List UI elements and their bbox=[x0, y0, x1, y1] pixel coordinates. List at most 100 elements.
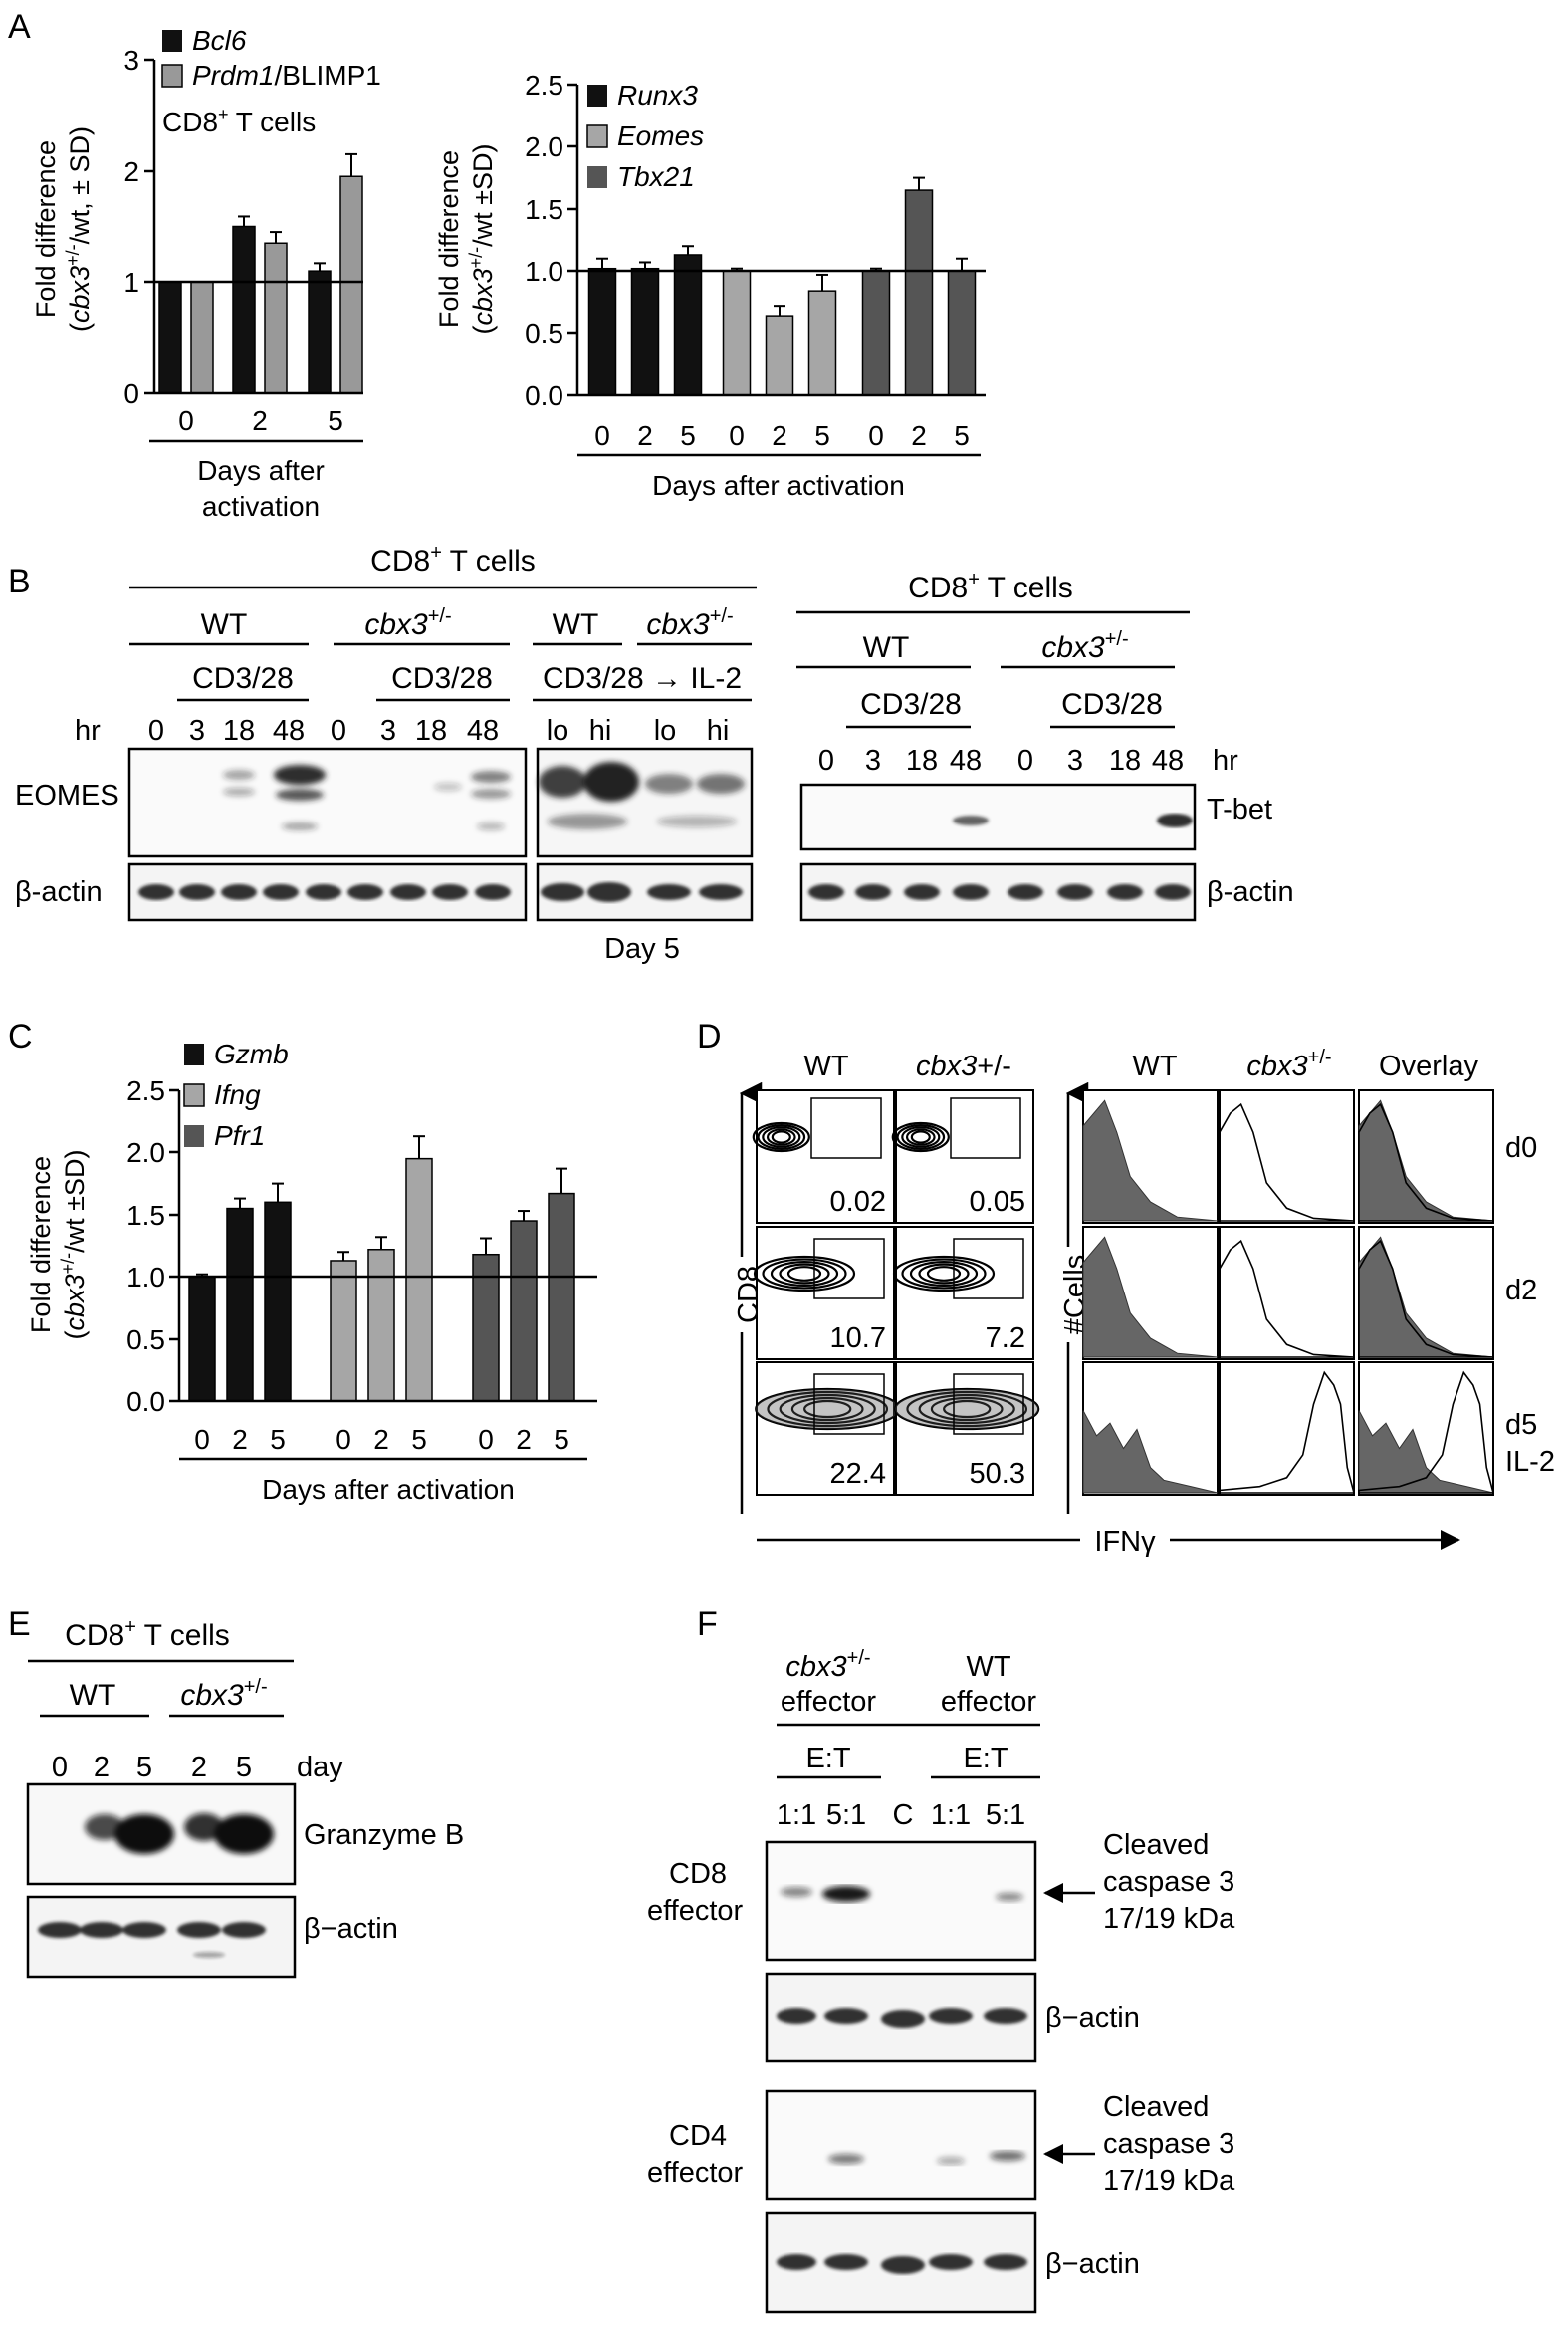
d-day-5-il2: IL-2 bbox=[1505, 1446, 1555, 1478]
bar-gzmb-5 bbox=[264, 1201, 292, 1402]
bar-ifng-5 bbox=[405, 1157, 433, 1402]
bar-eomes-0 bbox=[722, 270, 752, 396]
flow-plot-wt-d0: 0.02 bbox=[752, 1089, 895, 1224]
blot-cd8-caspase bbox=[765, 1840, 1037, 1962]
e-granzyme-label: Granzyme B bbox=[304, 1819, 464, 1851]
ylabel-a-left-line2: (cbx3+/-/wt, ± SD) bbox=[63, 126, 95, 332]
panel-letter-b: B bbox=[8, 563, 31, 600]
b-ko-label-2: cbx3+/- bbox=[646, 605, 733, 641]
bar-eomes-2 bbox=[765, 315, 794, 396]
histogram-wt-d0 bbox=[1082, 1089, 1219, 1224]
panel-letter-f: F bbox=[697, 1605, 718, 1643]
f-cleaved-2a: caspase 3 bbox=[1103, 1866, 1234, 1898]
flow-percentage: 7.2 bbox=[986, 1322, 1025, 1354]
bands-actin-left bbox=[138, 884, 511, 900]
legend-swatch-prdm1 bbox=[161, 64, 183, 88]
e-day: 2 bbox=[94, 1752, 110, 1783]
b-il2-line: CD3/28 → IL-2 bbox=[543, 662, 742, 695]
histogram-overlay-d0 bbox=[1358, 1089, 1494, 1224]
flow-gate bbox=[953, 1373, 1024, 1435]
d-ko-label: cbx3+/- bbox=[916, 1051, 1011, 1082]
bands-actin-right bbox=[808, 884, 1191, 900]
b-hour-wt: 3 bbox=[189, 715, 205, 747]
flow-gate bbox=[810, 1097, 882, 1159]
b-hour-ko: 48 bbox=[467, 715, 499, 747]
bar-bcl6-0 bbox=[158, 281, 182, 394]
bar-ifng-2 bbox=[367, 1248, 395, 1402]
bands-granzyme bbox=[85, 1813, 274, 1854]
b-hour-ko: 18 bbox=[415, 715, 447, 747]
e-wt-label: WT bbox=[70, 1679, 116, 1712]
e-actin-label: β−actin bbox=[304, 1913, 398, 1945]
bar-pfr1-0 bbox=[472, 1253, 500, 1402]
e-day-label: day bbox=[297, 1752, 343, 1783]
bar-gzmb-2 bbox=[226, 1207, 254, 1402]
ytick-a-right-3: 1.5 bbox=[525, 194, 563, 225]
bar-prdm1-blimp1-2 bbox=[264, 242, 288, 394]
f-cleaved-3a: 17/19 kDa bbox=[1103, 1903, 1235, 1935]
xtick-c: 5 bbox=[554, 1424, 569, 1455]
b-left-hours: 0 3 18 48 0 3 18 48 bbox=[148, 715, 499, 747]
b-right-stim-wt: CD3/28 bbox=[860, 688, 962, 721]
b-right-hour-ko: 48 bbox=[1152, 745, 1184, 777]
bands-eomes-il2 bbox=[539, 762, 745, 829]
ytick-a-left-3: 3 bbox=[123, 45, 139, 76]
f-ratio: 1:1 bbox=[777, 1799, 816, 1831]
flow-percentage: 0.05 bbox=[970, 1186, 1025, 1218]
chart-c-axes bbox=[169, 1088, 597, 1461]
bar-bcl6-5 bbox=[308, 270, 332, 394]
bar-gzmb-0 bbox=[188, 1276, 216, 1402]
xtick-c: 5 bbox=[270, 1424, 286, 1455]
panel-letter-d: D bbox=[697, 1018, 722, 1056]
d-flow-grid: 0.02 0.05 10.7 7.2 22.4 50.3 bbox=[752, 1089, 1040, 1496]
xtick-a-right: 5 bbox=[814, 420, 830, 451]
xlabel-a-left-line2: activation bbox=[202, 491, 320, 522]
legend-swatch-ifng bbox=[183, 1083, 205, 1107]
xtick-c: 2 bbox=[516, 1424, 532, 1455]
xtick-c: 5 bbox=[411, 1424, 427, 1455]
xtick-a-left-2: 5 bbox=[328, 405, 343, 436]
flow-plot-wt-d2: 10.7 bbox=[753, 1226, 895, 1360]
ylabel-c-line1: Fold difference bbox=[26, 1156, 56, 1333]
e-day: 5 bbox=[236, 1752, 252, 1783]
panel-letter-e: E bbox=[8, 1605, 31, 1643]
ytick-a-left-1: 1 bbox=[123, 267, 139, 298]
histogram-ko-d2 bbox=[1219, 1226, 1355, 1360]
legend-label-runx3: Runx3 bbox=[617, 80, 698, 111]
panel-a: A 0 1 2 3 0 2 5 Days after activation bbox=[8, 8, 986, 522]
b-hour-wt: 0 bbox=[148, 715, 164, 747]
legend-label-pfr1: Pfr1 bbox=[214, 1120, 265, 1151]
blot-eomes-left bbox=[127, 747, 528, 858]
b-tbet-label: T-bet bbox=[1207, 794, 1272, 825]
b-right-hour-ko: 18 bbox=[1109, 745, 1141, 777]
ytick-c-4: 2.0 bbox=[126, 1137, 165, 1168]
b-right-stim-ko: CD3/28 bbox=[1061, 688, 1163, 721]
bar-pfr1-5 bbox=[548, 1192, 575, 1402]
histogram-overlay-d2 bbox=[1358, 1226, 1494, 1360]
ytick-a-right-0: 0.0 bbox=[525, 380, 563, 411]
xtick-a-right: 0 bbox=[729, 420, 745, 451]
ytick-a-right-1: 0.5 bbox=[525, 318, 563, 349]
xtick-c: 0 bbox=[194, 1424, 210, 1455]
f-ratio: C bbox=[893, 1799, 914, 1831]
xtick-a-right: 0 bbox=[594, 420, 610, 451]
f-cd8-label-1: CD8 bbox=[669, 1858, 727, 1890]
f-cd8-label-2: effector bbox=[647, 1895, 744, 1927]
flow-plot-wt-d5: 22.4 bbox=[755, 1361, 901, 1496]
bar-bcl6-2 bbox=[232, 225, 256, 394]
d-ko-label-hist: cbx3+/- bbox=[1246, 1047, 1331, 1082]
histogram-wt-d5 bbox=[1082, 1361, 1219, 1496]
b-right-hour-wt: 18 bbox=[906, 745, 938, 777]
bands-tbet bbox=[953, 814, 1193, 827]
e-day: 5 bbox=[136, 1752, 152, 1783]
ytick-c-2: 1.0 bbox=[126, 1262, 165, 1292]
b-right-hour-wt: 48 bbox=[950, 745, 982, 777]
xtick-c: 0 bbox=[336, 1424, 351, 1455]
f-wt-effector-2: effector bbox=[941, 1686, 1037, 1718]
f-cleaved-1a: Cleaved bbox=[1103, 1829, 1209, 1861]
b-right-hours: 0 3 18 48 0 3 18 48 bbox=[818, 745, 1184, 777]
f-ratio: 5:1 bbox=[986, 1799, 1025, 1831]
histogram-ko-d0 bbox=[1219, 1089, 1355, 1224]
f-wt-effector-1: WT bbox=[966, 1651, 1010, 1683]
